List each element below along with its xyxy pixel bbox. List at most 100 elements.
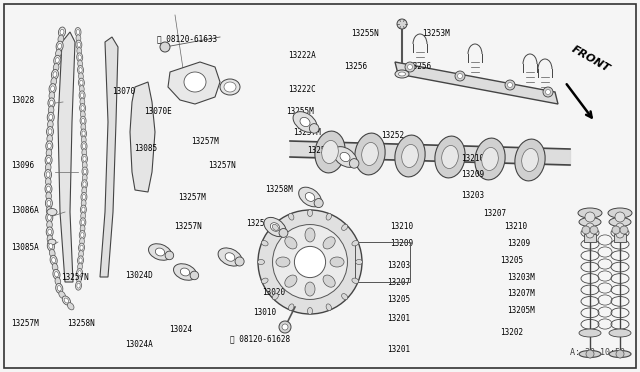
Ellipse shape: [77, 276, 81, 283]
Ellipse shape: [77, 283, 80, 288]
Circle shape: [455, 71, 465, 81]
Ellipse shape: [49, 100, 53, 106]
Text: 13001A: 13001A: [275, 262, 303, 270]
Ellipse shape: [83, 169, 86, 174]
Ellipse shape: [330, 257, 344, 267]
Text: 13020: 13020: [262, 288, 285, 296]
Text: 13203: 13203: [461, 191, 484, 200]
Ellipse shape: [81, 180, 88, 189]
Text: 13210: 13210: [461, 154, 484, 163]
Ellipse shape: [79, 231, 85, 240]
Ellipse shape: [402, 144, 419, 167]
Ellipse shape: [395, 70, 409, 78]
Ellipse shape: [48, 129, 52, 134]
Text: 13256: 13256: [408, 62, 431, 71]
Ellipse shape: [79, 238, 84, 245]
Text: 13257N: 13257N: [208, 161, 236, 170]
Ellipse shape: [579, 329, 601, 337]
Circle shape: [616, 350, 624, 358]
Ellipse shape: [55, 278, 61, 285]
Ellipse shape: [326, 304, 332, 311]
Ellipse shape: [83, 161, 87, 169]
Ellipse shape: [47, 112, 54, 122]
Ellipse shape: [81, 129, 86, 138]
Ellipse shape: [81, 200, 86, 207]
Text: 13253M: 13253M: [422, 29, 450, 38]
Ellipse shape: [46, 172, 50, 177]
Ellipse shape: [47, 241, 54, 251]
Ellipse shape: [58, 44, 61, 49]
Ellipse shape: [482, 148, 499, 170]
Ellipse shape: [79, 91, 85, 100]
Ellipse shape: [77, 263, 83, 270]
Circle shape: [160, 42, 170, 52]
Ellipse shape: [46, 192, 51, 200]
Ellipse shape: [355, 133, 385, 175]
Text: 13210: 13210: [504, 222, 527, 231]
Ellipse shape: [225, 253, 235, 261]
Text: 13201: 13201: [387, 314, 410, 323]
Circle shape: [585, 212, 595, 222]
Ellipse shape: [48, 98, 55, 108]
Text: 13207: 13207: [483, 209, 506, 218]
Ellipse shape: [326, 214, 332, 220]
Ellipse shape: [51, 77, 56, 86]
Circle shape: [279, 228, 288, 237]
Ellipse shape: [52, 263, 58, 271]
Ellipse shape: [579, 350, 601, 357]
Ellipse shape: [323, 237, 335, 249]
Text: 13207M: 13207M: [507, 289, 534, 298]
Ellipse shape: [79, 243, 84, 252]
Ellipse shape: [45, 170, 52, 180]
Ellipse shape: [81, 205, 86, 214]
Ellipse shape: [173, 264, 196, 280]
Circle shape: [314, 199, 323, 208]
Text: 13070: 13070: [112, 87, 135, 96]
Text: 13202: 13202: [500, 328, 524, 337]
Text: 13258N: 13258N: [246, 219, 274, 228]
Ellipse shape: [50, 255, 57, 265]
Text: 13222A: 13222A: [288, 51, 316, 60]
Text: 13203: 13203: [387, 262, 410, 270]
Polygon shape: [58, 32, 75, 282]
Ellipse shape: [342, 224, 348, 230]
Circle shape: [349, 158, 359, 168]
Ellipse shape: [80, 98, 84, 105]
Text: 13205M: 13205M: [507, 306, 534, 315]
Ellipse shape: [272, 294, 278, 300]
Ellipse shape: [53, 72, 57, 77]
Ellipse shape: [47, 121, 53, 128]
Ellipse shape: [180, 268, 189, 276]
Text: 13209: 13209: [507, 239, 530, 248]
Text: 13024: 13024: [170, 325, 193, 334]
Ellipse shape: [82, 167, 88, 176]
Ellipse shape: [56, 283, 63, 294]
Ellipse shape: [184, 72, 206, 92]
Text: 13257M: 13257M: [178, 193, 205, 202]
Circle shape: [545, 90, 550, 94]
Text: 13085A: 13085A: [12, 243, 39, 252]
Polygon shape: [130, 82, 155, 192]
Ellipse shape: [81, 118, 84, 123]
Ellipse shape: [48, 239, 56, 245]
Text: 13207: 13207: [387, 278, 410, 287]
Ellipse shape: [80, 116, 86, 125]
Ellipse shape: [475, 138, 505, 180]
Ellipse shape: [81, 106, 84, 110]
Ellipse shape: [293, 112, 317, 132]
Ellipse shape: [579, 218, 601, 227]
Ellipse shape: [307, 308, 312, 314]
Text: 13257M: 13257M: [191, 137, 218, 146]
Ellipse shape: [289, 214, 294, 220]
Circle shape: [190, 271, 198, 280]
Circle shape: [612, 226, 620, 234]
Ellipse shape: [399, 72, 406, 76]
Circle shape: [309, 124, 319, 133]
Ellipse shape: [81, 154, 88, 163]
Text: 13210: 13210: [390, 222, 413, 231]
Ellipse shape: [342, 294, 348, 300]
Ellipse shape: [58, 286, 61, 291]
Ellipse shape: [80, 218, 86, 227]
Ellipse shape: [261, 241, 268, 246]
Ellipse shape: [45, 198, 52, 208]
